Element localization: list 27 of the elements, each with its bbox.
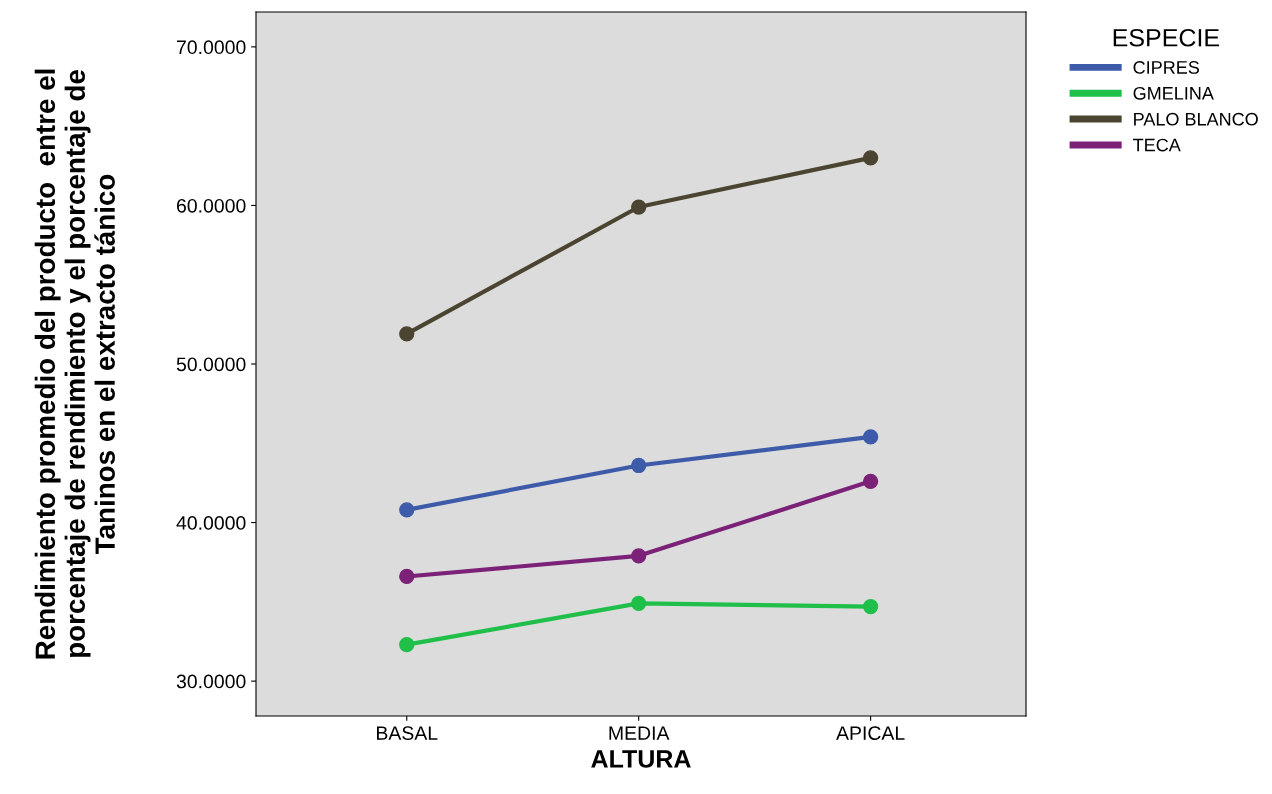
point xyxy=(862,473,879,489)
x-tick-label: APICAL xyxy=(836,726,905,740)
point xyxy=(862,150,879,166)
point xyxy=(631,457,647,474)
y-tick-label: 60.0000 xyxy=(176,198,246,213)
y-axis-title: Rendimiento promedio del producto entre el porcentaje de rendimiento y el porcentaje de Taninos en el extracto tánico xyxy=(34,69,115,659)
y-tick-label: 70.0000 xyxy=(176,40,246,55)
point xyxy=(399,637,415,653)
point xyxy=(399,326,415,342)
x-axis-title: ALTURA xyxy=(591,750,691,768)
point xyxy=(631,595,647,612)
legend-label: PALO BLANCO xyxy=(1134,112,1258,126)
point xyxy=(631,548,647,564)
x-tick-label: MEDIA xyxy=(609,726,670,740)
y-tick-label: 30.0000 xyxy=(176,674,246,689)
point xyxy=(399,568,415,585)
legend-title: ESPECIE xyxy=(1113,28,1220,47)
x-tick-label: BASAL xyxy=(377,726,438,740)
point xyxy=(862,429,879,445)
y-tick-label: 40.0000 xyxy=(176,516,246,530)
point xyxy=(631,199,647,215)
legend-label: CIPRES xyxy=(1133,61,1200,74)
point xyxy=(399,502,415,518)
legend-label: TECA xyxy=(1133,138,1181,152)
legend-label: GMELINA xyxy=(1133,86,1214,100)
point xyxy=(862,598,879,615)
y-tick-label: 50.0000 xyxy=(176,357,246,372)
